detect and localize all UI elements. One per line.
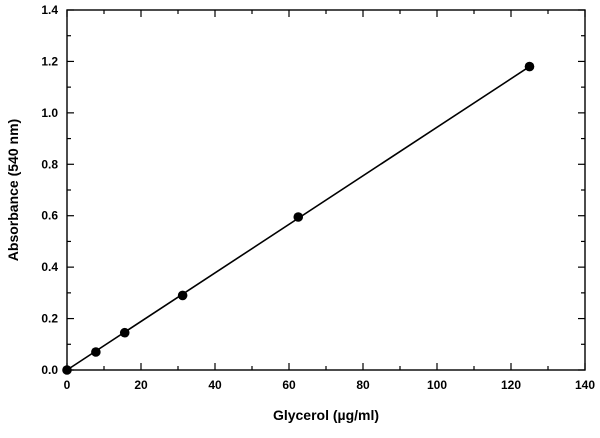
data-point: [524, 61, 535, 72]
y-tick-label: 1.2: [41, 54, 58, 68]
y-tick-label: 0.8: [41, 157, 58, 171]
y-tick-label: 0.6: [41, 209, 58, 223]
y-tick-label: 1.0: [41, 106, 58, 120]
x-tick-label: 140: [575, 378, 595, 392]
x-tick-label: 120: [501, 378, 521, 392]
data-point: [91, 347, 101, 357]
y-tick-label: 0.4: [41, 260, 58, 274]
y-tick-label: 1.4: [41, 3, 58, 17]
y-tick-label: 0.2: [41, 312, 58, 326]
ticks-layer: [66, 9, 586, 371]
x-tick-label: 100: [427, 378, 447, 392]
x-tick-label: 80: [356, 378, 370, 392]
x-axis-title: Glycerol (µg/ml): [273, 407, 379, 423]
plot-layer: [62, 61, 535, 375]
data-point: [177, 290, 188, 301]
y-tick-label: 0.0: [41, 363, 58, 377]
y-axis-title: Absorbance (540 nm): [5, 119, 21, 261]
data-point: [293, 212, 304, 222]
tick-labels-layer: 0 20 40 60 80 100 120 140 0.0 0.2 0.4 0.6 0.8 1.0 1.2 1…: [41, 3, 595, 392]
x-tick-label: 0: [64, 378, 71, 392]
plot-frame: [66, 9, 586, 371]
data-point: [119, 327, 130, 338]
x-tick-label: 20: [134, 378, 148, 392]
x-tick-label: 40: [208, 378, 222, 392]
x-tick-label: 60: [282, 378, 296, 392]
